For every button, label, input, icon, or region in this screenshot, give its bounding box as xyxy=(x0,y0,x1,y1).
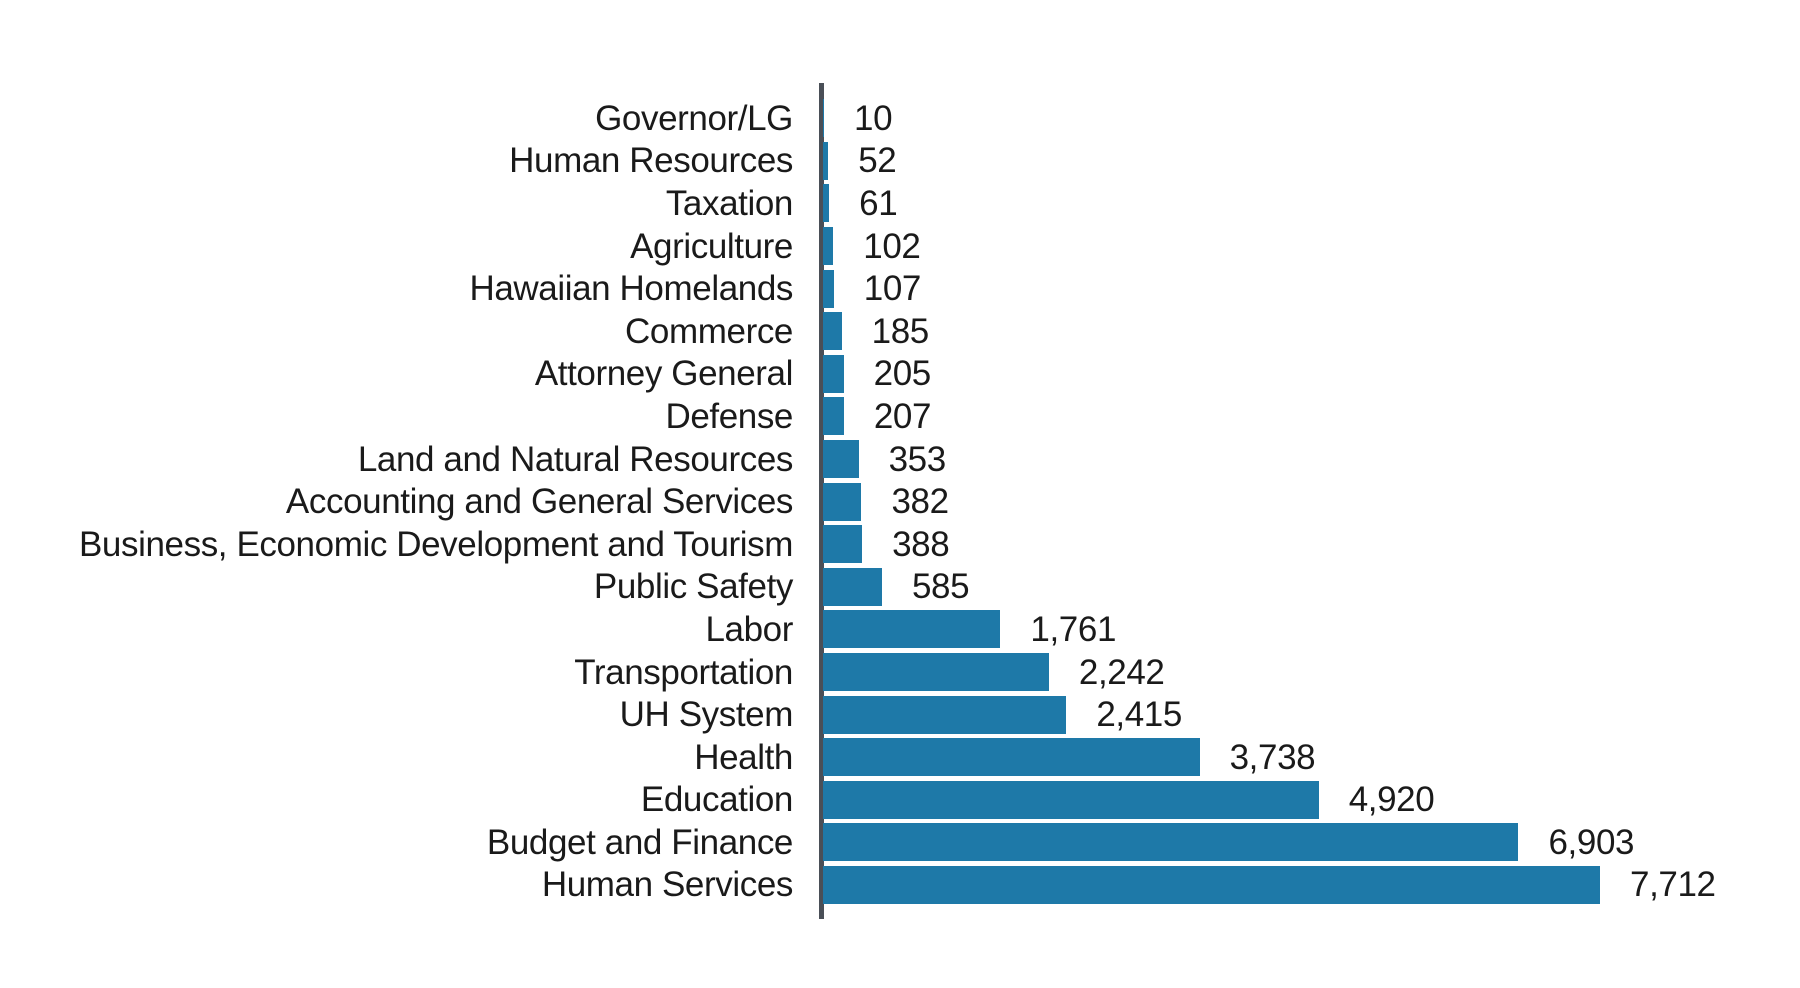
bar xyxy=(823,482,862,521)
bar xyxy=(823,184,830,223)
bar xyxy=(823,823,1519,862)
chart-row: Budget and Finance 6,903 xyxy=(0,821,1800,864)
value-label: 6,903 xyxy=(1548,822,1635,862)
category-label: Accounting and General Services xyxy=(285,482,793,522)
chart-row: Human Resources 52 xyxy=(0,140,1800,183)
bar xyxy=(823,99,824,138)
category-label: Land and Natural Resources xyxy=(357,439,794,479)
chart-row: Business, Economic Development and Touri… xyxy=(0,523,1800,566)
category-label: Public Safety xyxy=(593,567,793,607)
category-label: Commerce xyxy=(625,311,793,351)
chart-row: Health 3,738 xyxy=(0,736,1800,779)
bar xyxy=(823,354,844,393)
bar xyxy=(823,780,1319,819)
category-label: Human Services xyxy=(541,865,794,905)
category-label: Health xyxy=(694,737,793,777)
value-label: 207 xyxy=(873,396,932,436)
bar xyxy=(823,610,1001,649)
value-label: 205 xyxy=(873,354,932,394)
category-label: Transportation xyxy=(574,652,793,692)
value-label: 107 xyxy=(863,269,922,309)
value-label: 353 xyxy=(888,439,947,479)
value-label: 3,738 xyxy=(1229,737,1316,777)
category-label: Defense xyxy=(665,396,793,436)
chart-row: Hawaiian Homelands 107 xyxy=(0,267,1800,310)
category-label: Education xyxy=(640,780,793,820)
bar xyxy=(823,525,863,564)
chart-row: UH System 2,415 xyxy=(0,693,1800,736)
bar xyxy=(823,440,859,479)
chart-row: Defense 207 xyxy=(0,395,1800,438)
bar xyxy=(823,269,834,308)
bar xyxy=(823,653,1049,692)
value-label: 2,242 xyxy=(1078,652,1165,692)
chart-row: Public Safety 585 xyxy=(0,566,1800,609)
bar xyxy=(823,738,1200,777)
chart-row: Land and Natural Resources 353 xyxy=(0,438,1800,481)
category-label: Governor/LG xyxy=(595,98,793,138)
category-label: Attorney General xyxy=(534,354,794,394)
bar-chart: Governor/LG 10 Human Resources 52 Taxati… xyxy=(0,97,1800,906)
value-label: 10 xyxy=(854,98,893,138)
chart-row: Accounting and General Services 382 xyxy=(0,480,1800,523)
category-label: Business, Economic Development and Touri… xyxy=(78,524,793,564)
category-label: Budget and Finance xyxy=(486,822,793,862)
chart-row: Attorney General 205 xyxy=(0,353,1800,396)
category-label: Agriculture xyxy=(630,226,793,266)
category-label: Labor xyxy=(705,609,793,649)
chart-row: Governor/LG 10 xyxy=(0,97,1800,140)
chart-row: Human Services 7,712 xyxy=(0,864,1800,907)
value-label: 382 xyxy=(891,482,949,522)
bar xyxy=(823,567,882,606)
value-label: 4,920 xyxy=(1348,780,1435,820)
bar xyxy=(823,227,834,266)
value-label: 7,712 xyxy=(1630,865,1716,905)
category-label: Hawaiian Homelands xyxy=(469,269,793,309)
y-axis-line xyxy=(819,83,824,919)
chart-row: Transportation 2,242 xyxy=(0,651,1800,694)
value-label: 102 xyxy=(863,226,921,266)
chart-row: Commerce 185 xyxy=(0,310,1800,353)
value-label: 388 xyxy=(892,524,950,564)
category-label: Human Resources xyxy=(509,141,793,181)
value-label: 52 xyxy=(858,141,897,181)
category-label: Taxation xyxy=(665,183,794,223)
value-label: 61 xyxy=(859,183,898,223)
bar xyxy=(823,397,844,436)
bar xyxy=(823,865,1600,904)
value-label: 585 xyxy=(911,567,970,607)
chart-row: Taxation 61 xyxy=(0,182,1800,225)
bar xyxy=(823,141,829,180)
chart-row: Education 4,920 xyxy=(0,779,1800,822)
chart-row: Agriculture 102 xyxy=(0,225,1800,268)
bar xyxy=(823,695,1067,734)
category-label: UH System xyxy=(619,695,794,735)
value-label: 1,761 xyxy=(1030,609,1117,649)
bar xyxy=(823,312,842,351)
value-label: 185 xyxy=(871,311,930,351)
chart-row: Labor 1,761 xyxy=(0,608,1800,651)
value-label: 2,415 xyxy=(1096,695,1182,735)
